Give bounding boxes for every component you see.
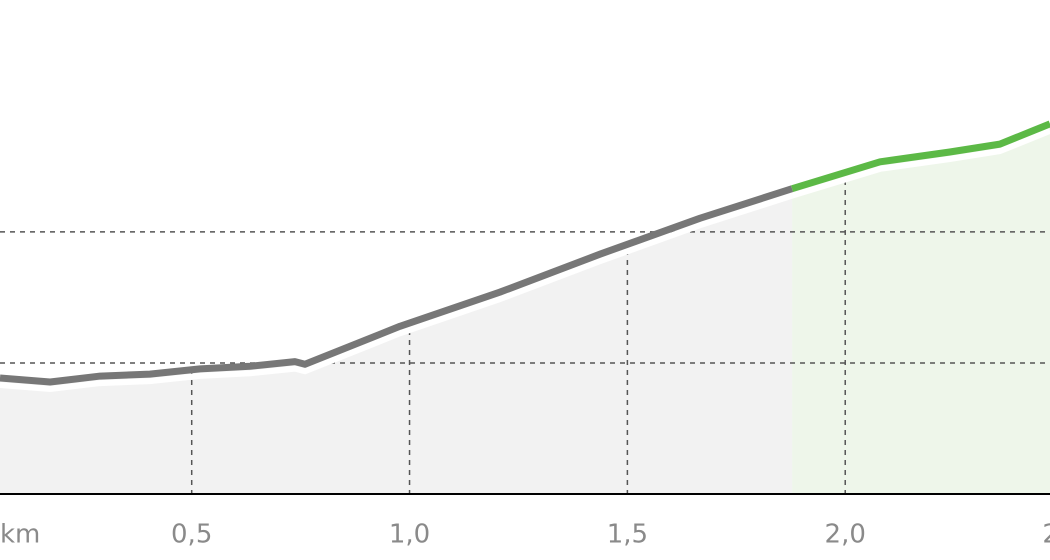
x-tick-label: 0,5: [171, 520, 212, 550]
line: [791, 120, 1050, 193]
x-tick-label: 2,0: [825, 520, 866, 550]
line-shadow: [791, 128, 1050, 199]
x-tick-label: 1,5: [607, 520, 648, 550]
x-axis-label: km: [0, 520, 40, 550]
x-tick-label: 2,5: [1042, 520, 1050, 550]
line: [0, 185, 794, 386]
x-tick-label: 1,0: [389, 520, 430, 550]
line-shadow: [0, 192, 793, 392]
area: [792, 123, 1050, 495]
